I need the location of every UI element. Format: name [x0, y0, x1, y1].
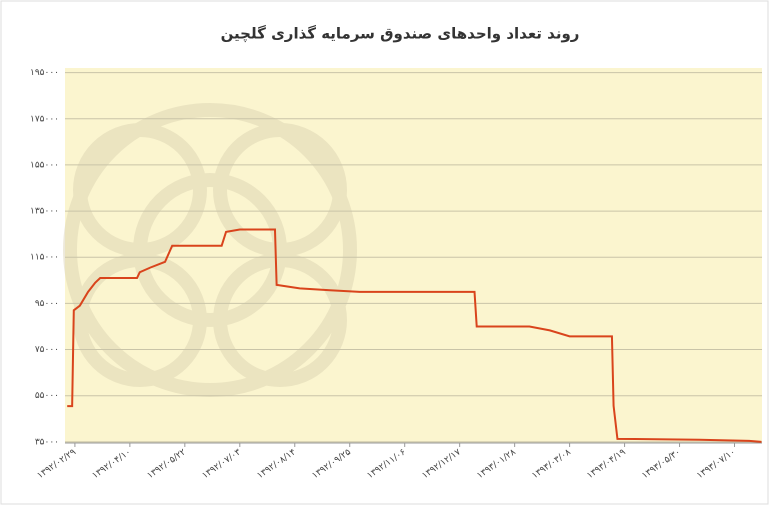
y-tick-label: ۷۵۰۰۰ — [35, 345, 59, 355]
y-tick-label: ۱۹۵۰۰۰ — [30, 68, 59, 78]
y-tick-label: ۱۵۵۰۰۰ — [30, 160, 59, 170]
y-tick-label: ۱۱۵۰۰۰ — [30, 253, 59, 263]
chart-title: روند تعداد واحدهای صندوق سرمایه گذاری گل… — [221, 25, 580, 44]
y-tick-label: ۱۷۵۰۰۰ — [30, 114, 59, 124]
y-tick-label: ۵۵۰۰۰ — [35, 391, 59, 401]
y-tick-label: ۱۳۵۰۰۰ — [30, 207, 59, 217]
y-tick-label: ۳۵۰۰۰ — [35, 437, 59, 447]
y-tick-label: ۹۵۰۰۰ — [35, 299, 59, 309]
chart: روند تعداد واحدهای صندوق سرمایه گذاری گل… — [0, 0, 769, 505]
